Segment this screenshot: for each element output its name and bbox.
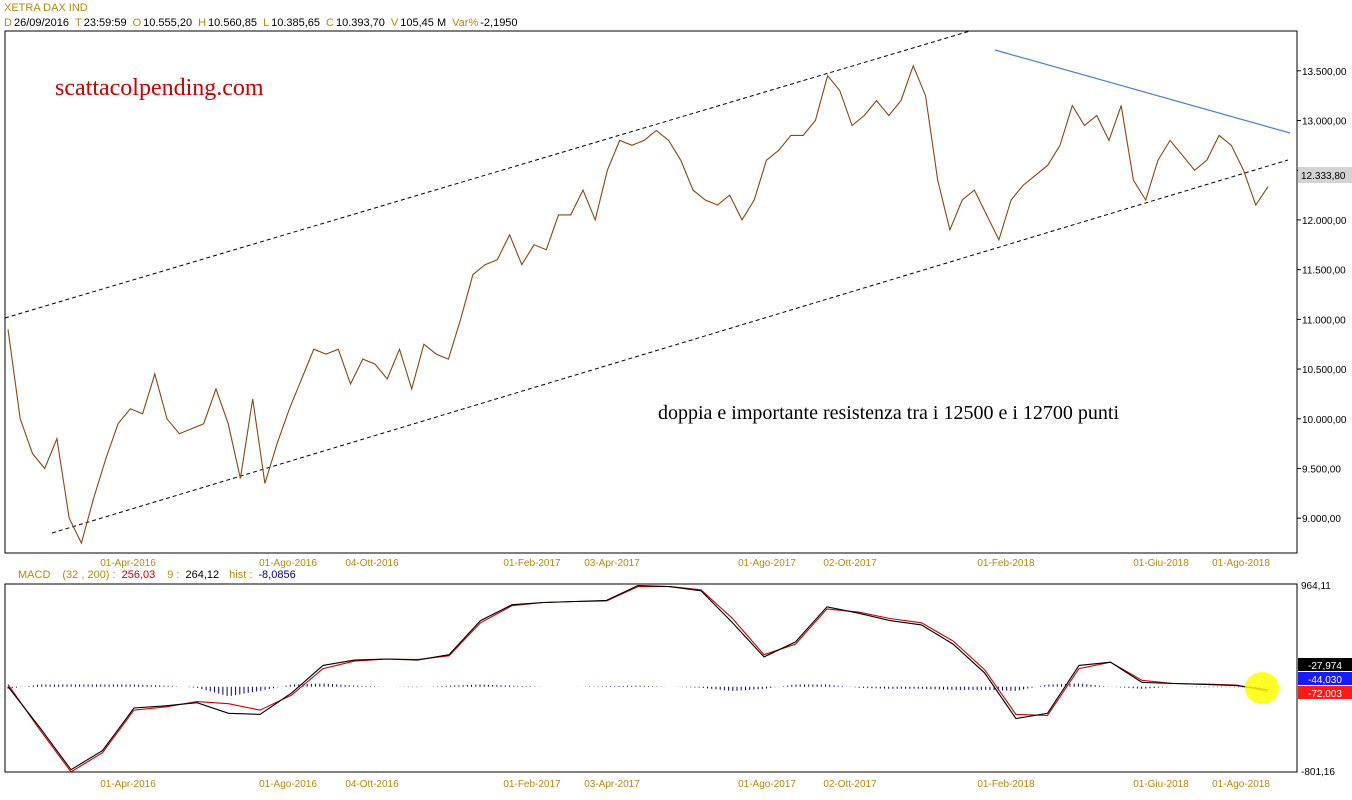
y-tick-label: 10.000,00	[1302, 415, 1347, 426]
macd-value-box-3	[1298, 686, 1352, 699]
macd-value: 256,03	[122, 569, 156, 581]
last-price-label: 12.333,80	[1301, 171, 1346, 182]
macd-panel	[4, 583, 1298, 773]
x-tick-label: 01-Giu-2018	[1133, 779, 1189, 790]
last-price-box	[1298, 167, 1352, 183]
macd-value-label-3: -72,003	[1308, 689, 1342, 700]
macd-hist-value: -8,0856	[258, 569, 295, 581]
y-tick-label: 9.000,00	[1302, 514, 1341, 525]
x-tick-label: 04-Ott-2016	[345, 558, 399, 569]
header-var: -2,1950	[480, 17, 517, 29]
macd-hist-label: hist :	[229, 569, 252, 581]
macd-value-label-2: -44,030	[1308, 675, 1342, 686]
x-tick-label: 01-Ago-2017	[738, 558, 796, 569]
y-tick-label: 10.500,00	[1302, 365, 1347, 376]
x-tick-label: 01-Ago-2016	[259, 558, 317, 569]
x-tick-label: 01-Ago-2017	[738, 779, 796, 790]
macd-x-axis: 01-Apr-2016 01-Ago-2016 04-Ott-2016 01-Feb-…	[100, 779, 1270, 790]
y-tick-label: 11.500,00	[1302, 266, 1346, 277]
macd-min-label: -801,16	[1301, 767, 1335, 778]
x-tick-label: 02-Ott-2017	[823, 558, 877, 569]
macd-signal-line	[7, 586, 1269, 773]
ohlc-header: D 26/09/2016 T 23:59:59 O 10.555,20 H 10.560,85…	[4, 17, 518, 29]
macd-max-label: 964,11	[1301, 581, 1331, 592]
macd-signal-period: 9 :	[167, 569, 179, 581]
x-tick-label: 03-Apr-2017	[584, 558, 640, 569]
x-tick-label: 01-Ago-2018	[1212, 779, 1270, 790]
x-tick-label: 02-Ott-2017	[823, 779, 877, 790]
instrument-title: XETRA DAX IND	[4, 2, 88, 14]
y-tick-label: 11.000,00	[1302, 315, 1346, 326]
macd-value-box-1	[1298, 658, 1352, 671]
header-close: 10.393,70	[336, 17, 385, 29]
y-tick-label: 13.000,00	[1302, 116, 1347, 127]
resistance-line	[994, 49, 1291, 134]
header-high: 10.560,85	[208, 17, 257, 29]
header-volume: 105,45 M	[400, 17, 446, 29]
macd-name: MACD	[18, 569, 50, 581]
svg-text:MACD(32 , 200) :256,039 :264,1: MACD (32 , 200) : 256,03 9 : 264,12 hist : -8,…	[18, 569, 296, 581]
y-tick-label: 12.000,00	[1302, 216, 1347, 227]
x-tick-label: 01-Feb-2017	[503, 779, 561, 790]
x-tick-label: 01-Giu-2018	[1133, 558, 1189, 569]
x-tick-label: 01-Feb-2018	[977, 779, 1035, 790]
x-tick-label: 01-Ago-2018	[1212, 558, 1270, 569]
header-time: 23:59:59	[84, 17, 127, 29]
macd-value-box-2	[1298, 672, 1352, 685]
lower-channel-line	[51, 159, 1289, 534]
header-date: 26/09/2016	[14, 17, 69, 29]
header-low: 10.385,65	[271, 17, 320, 29]
price-panel	[4, 30, 1298, 554]
y-tick-label: 9.500,00	[1302, 464, 1341, 475]
macd-histogram	[7, 683, 1269, 696]
comment-text: doppia e importante resistenza tra i 125…	[658, 402, 1119, 424]
price-x-axis: 01-Apr-2016 01-Ago-2016 04-Ott-2016 01-Feb-…	[100, 558, 1270, 569]
macd-params: (32 , 200) :	[62, 569, 115, 581]
x-tick-label: 01-Apr-2016	[100, 558, 156, 569]
x-tick-label: 01-Feb-2017	[503, 558, 561, 569]
macd-value-label-1: -27,974	[1308, 661, 1342, 672]
price-series-line	[7, 64, 1269, 545]
price-y-axis: 13.500,0013.000,0012.500,0012.000,0011.5…	[1297, 67, 1347, 525]
macd-signal-value: 264,12	[185, 569, 219, 581]
y-tick-label: 13.500,00	[1302, 67, 1347, 78]
watermark-text: scattacolpending.com	[55, 75, 264, 101]
macd-line	[7, 584, 1269, 771]
x-tick-label: 01-Apr-2016	[100, 779, 156, 790]
x-tick-label: 03-Apr-2017	[584, 779, 640, 790]
x-tick-label: 01-Feb-2018	[977, 558, 1035, 569]
header-open: 10.555,20	[143, 17, 192, 29]
macd-header: MACD (32 , 200) : 256,03 9 : 264,12 hist : -8,…	[18, 569, 296, 581]
highlight-circle	[1245, 672, 1279, 704]
x-tick-label: 04-Ott-2016	[345, 779, 399, 790]
x-tick-label: 01-Ago-2016	[259, 779, 317, 790]
